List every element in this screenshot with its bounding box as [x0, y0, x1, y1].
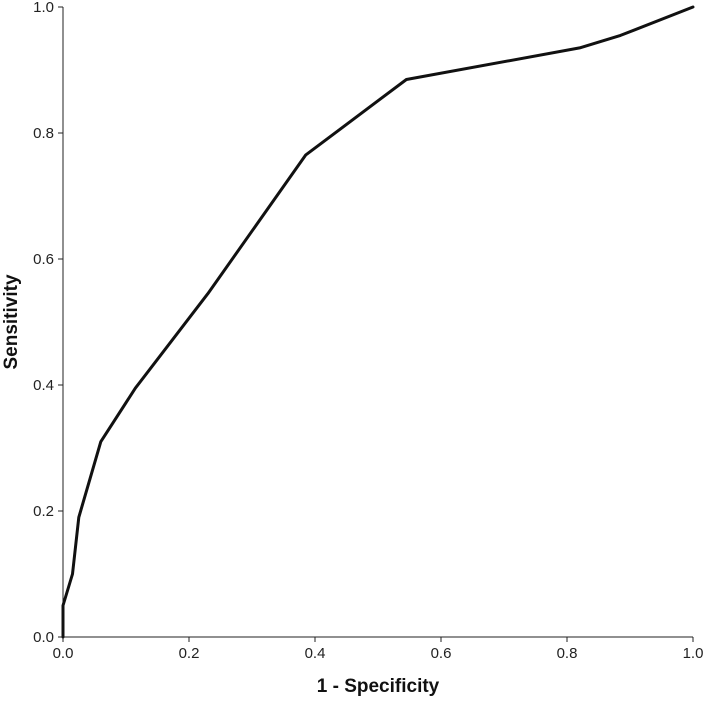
roc-curve-line	[61, 5, 695, 639]
y-tick-label: 0.4	[33, 377, 54, 394]
x-tick-label: 0.4	[305, 645, 326, 662]
axes	[62, 7, 693, 638]
y-axis-title: Sensitivity	[1, 274, 22, 369]
y-tick-label: 1.0	[33, 0, 54, 16]
x-tick-label: 0.2	[179, 645, 200, 662]
x-axis-ticks: 0.0 0.2 0.4 0.6 0.8 1.0	[53, 637, 704, 662]
x-tick-label: 0.0	[53, 645, 74, 662]
y-tick-label: 0.2	[33, 503, 54, 520]
y-axis-ticks: 0.0 0.2 0.4 0.6 0.8 1.0	[33, 0, 63, 646]
x-tick-label: 0.8	[557, 645, 578, 662]
series-layer	[61, 5, 695, 639]
x-tick-label: 0.6	[431, 645, 452, 662]
y-tick-label: 0.6	[33, 251, 54, 268]
x-tick-label: 1.0	[683, 645, 704, 662]
y-tick-label: 0.0	[33, 629, 54, 646]
y-tick-label: 0.8	[33, 125, 54, 142]
x-axis-title: 1 - Specificity	[317, 676, 440, 697]
